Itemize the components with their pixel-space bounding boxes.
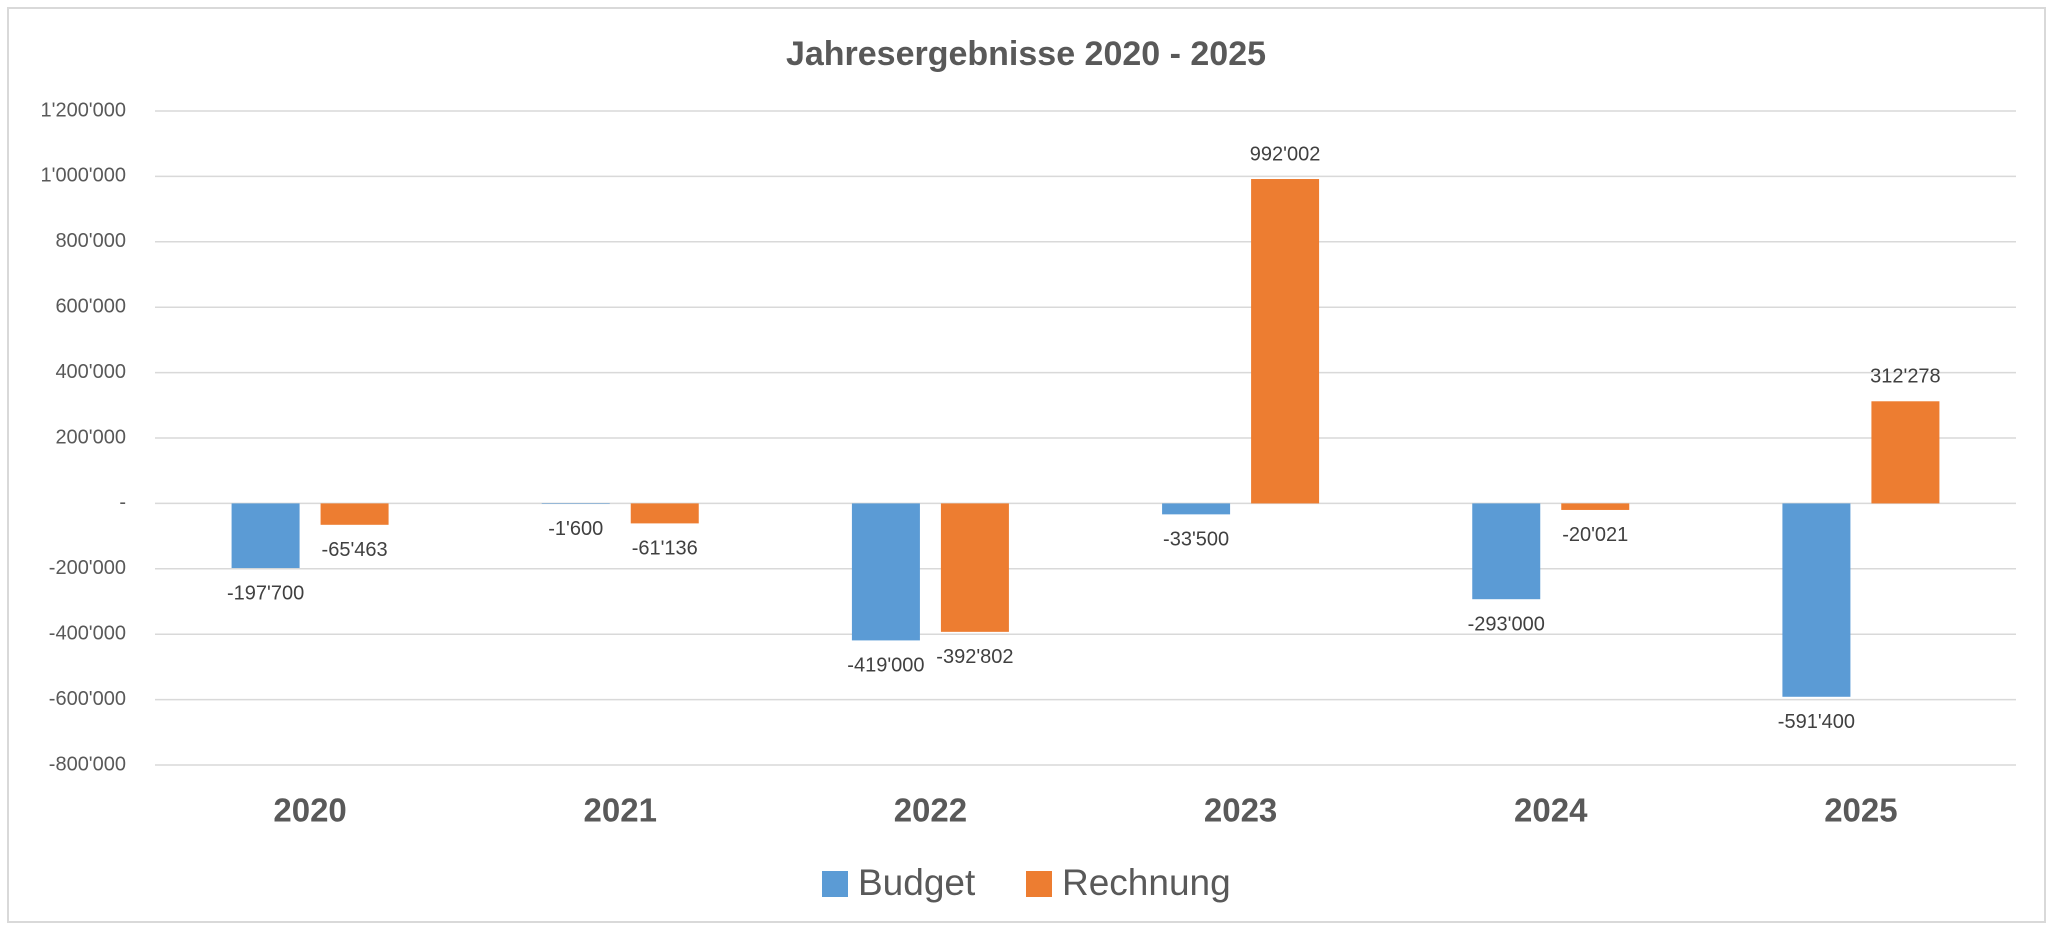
legend-label: Rechnung <box>1062 862 1231 903</box>
x-tick-label: 2021 <box>584 792 657 829</box>
data-label: -65'463 <box>322 539 388 561</box>
bar <box>1561 503 1630 510</box>
bar <box>1782 503 1851 697</box>
data-label: -197'700 <box>227 582 304 604</box>
legend-swatch <box>822 871 848 897</box>
data-label: -33'500 <box>1163 529 1229 551</box>
y-tick-label: -600'000 <box>49 688 126 710</box>
data-label: -419'000 <box>847 655 924 677</box>
chart-title: Jahresergebnisse 2020 - 2025 <box>786 35 1266 73</box>
bar <box>1871 401 1940 504</box>
x-tick-label: 2023 <box>1204 792 1277 829</box>
data-label: -293'000 <box>1468 613 1545 635</box>
data-label: -591'400 <box>1778 711 1855 733</box>
data-label: -20'021 <box>1562 524 1628 546</box>
data-label: 312'278 <box>1870 366 1941 388</box>
bar <box>1251 179 1320 504</box>
y-tick-label: -200'000 <box>49 557 126 579</box>
y-tick-label: 400'000 <box>55 361 126 383</box>
bar <box>940 503 1009 632</box>
bar <box>231 503 300 569</box>
bar <box>851 503 920 641</box>
x-tick-label: 2025 <box>1824 792 1897 829</box>
x-tick-label: 2022 <box>894 792 967 829</box>
y-tick-label: 1'000'000 <box>41 165 127 187</box>
x-tick-label: 2020 <box>273 792 346 829</box>
x-tick-label: 2024 <box>1514 792 1588 829</box>
data-label: 992'002 <box>1250 143 1321 165</box>
y-tick-label: 1'200'000 <box>41 99 127 121</box>
y-tick-label: 200'000 <box>55 426 126 448</box>
data-label: -1'600 <box>548 518 603 540</box>
data-label: -61'136 <box>632 538 698 560</box>
y-tick-label: 600'000 <box>55 295 126 317</box>
bar <box>541 503 610 504</box>
bar <box>1162 503 1231 515</box>
bar <box>1472 503 1541 600</box>
chart-border <box>7 7 2046 923</box>
bar <box>630 503 699 524</box>
y-tick-label: -400'000 <box>49 622 126 644</box>
legend-swatch <box>1026 871 1052 897</box>
bar <box>320 503 389 525</box>
y-tick-label: 800'000 <box>55 230 126 252</box>
y-tick-label: -800'000 <box>49 753 126 775</box>
legend-label: Budget <box>858 862 976 903</box>
data-label: -392'802 <box>936 646 1013 668</box>
y-tick-label: - <box>119 492 126 514</box>
